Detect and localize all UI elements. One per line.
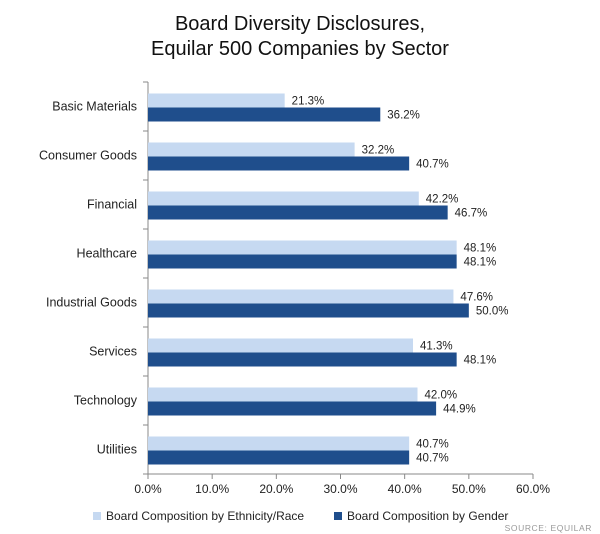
value-label-gender: 46.7% bbox=[455, 208, 488, 220]
value-label-gender: 36.2% bbox=[387, 110, 420, 122]
category-label: Basic Materials bbox=[52, 100, 137, 114]
bar-ethnicity bbox=[148, 436, 410, 451]
chart-subtitle: Equilar 500 Companies by Sector bbox=[151, 38, 449, 60]
bar-gender bbox=[148, 450, 410, 465]
value-label-ethnicity: 47.6% bbox=[460, 292, 493, 304]
chart-title-line1: Board Diversity Disclosures, bbox=[174, 13, 426, 35]
bar-ethnicity bbox=[148, 93, 285, 108]
legend-swatch-ethnicity bbox=[93, 512, 101, 520]
x-tick-label: 20.0% bbox=[259, 482, 293, 496]
bar-ethnicity bbox=[148, 142, 355, 157]
value-label-ethnicity: 48.1% bbox=[464, 243, 497, 255]
bar-gender bbox=[148, 156, 410, 171]
category-label: Technology bbox=[74, 394, 138, 408]
value-label-gender: 40.7% bbox=[416, 453, 449, 465]
value-label-gender: 44.9% bbox=[443, 404, 476, 416]
x-tick-label: 10.0% bbox=[195, 482, 229, 496]
x-tick-label: 40.0% bbox=[388, 482, 422, 496]
legend-item-ethnicity: Board Composition by Ethnicity/Race bbox=[93, 509, 304, 523]
x-tick-label: 0.0% bbox=[134, 482, 162, 496]
legend-swatch-gender bbox=[334, 512, 342, 520]
bar-gender bbox=[148, 352, 457, 367]
value-label-ethnicity: 42.0% bbox=[425, 390, 458, 402]
legend-item-gender: Board Composition by Gender bbox=[334, 509, 508, 523]
x-tick-label: 60.0% bbox=[516, 482, 550, 496]
bar-gender bbox=[148, 107, 381, 122]
value-label-ethnicity: 42.2% bbox=[426, 194, 459, 206]
category-label: Financial bbox=[87, 198, 137, 212]
category-label: Industrial Goods bbox=[46, 296, 137, 310]
category-label: Consumer Goods bbox=[39, 149, 137, 163]
x-tick-label: 30.0% bbox=[323, 482, 357, 496]
chart-title: Board Diversity Disclosures, Equilar 500… bbox=[0, 12, 600, 62]
value-label-ethnicity: 41.3% bbox=[420, 341, 453, 353]
category-label: Healthcare bbox=[77, 247, 137, 261]
bar-gender bbox=[148, 401, 437, 416]
bar-ethnicity bbox=[148, 289, 454, 304]
value-label-ethnicity: 21.3% bbox=[292, 96, 325, 108]
value-label-ethnicity: 32.2% bbox=[362, 145, 395, 157]
value-label-gender: 48.1% bbox=[464, 257, 497, 269]
category-label: Utilities bbox=[97, 443, 137, 457]
bar-gender bbox=[148, 205, 448, 220]
value-label-gender: 40.7% bbox=[416, 159, 449, 171]
bar-ethnicity bbox=[148, 387, 418, 402]
source-note: SOURCE: EQUILAR bbox=[504, 523, 592, 533]
bar-ethnicity bbox=[148, 338, 414, 353]
value-label-ethnicity: 40.7% bbox=[416, 439, 449, 451]
bar-chart: 0.0% 10.0% 20.0% 30.0% 40.0% 50.0% 60.0% Basic … bbox=[39, 81, 550, 496]
category-label: Services bbox=[89, 345, 137, 359]
x-tick-label: 50.0% bbox=[452, 482, 486, 496]
legend-label-ethnicity: Board Composition by Ethnicity/Race bbox=[106, 509, 305, 523]
value-label-gender: 48.1% bbox=[464, 355, 497, 367]
value-label-gender: 50.0% bbox=[476, 306, 509, 318]
bar-gender bbox=[148, 303, 469, 318]
bar-gender bbox=[148, 254, 457, 269]
bar-ethnicity bbox=[148, 240, 457, 255]
bar-ethnicity bbox=[148, 191, 419, 206]
legend-label-gender: Board Composition by Gender bbox=[347, 509, 509, 523]
